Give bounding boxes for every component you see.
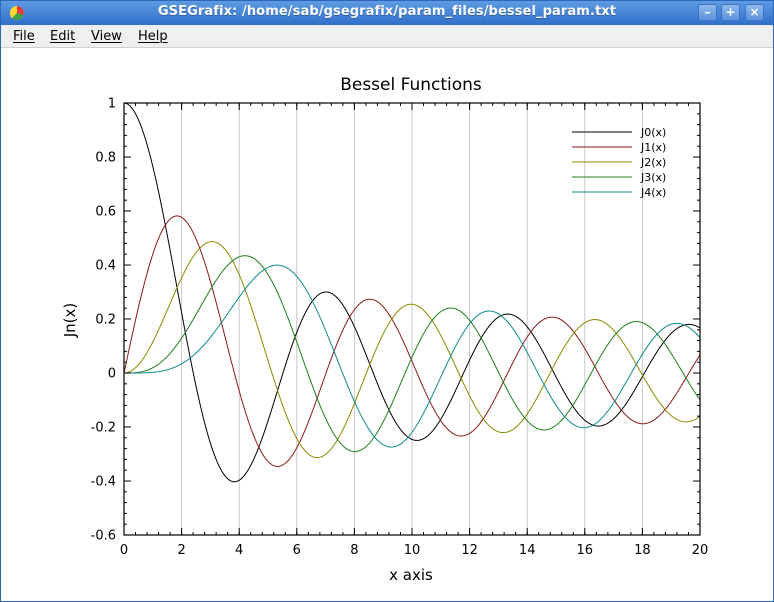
menu-view[interactable]: View — [91, 29, 122, 44]
series-lines — [123, 102, 701, 483]
close-button[interactable]: × — [745, 4, 764, 21]
chart-title: Bessel Functions — [340, 75, 482, 95]
window-title: GSEGrafix: /home/sab/gsegrafix/param_fil… — [157, 4, 617, 19]
x-tick-label: 8 — [350, 543, 358, 558]
legend-label-j4: J4(x) — [640, 186, 666, 199]
x-tick-label: 18 — [634, 543, 651, 558]
y-tick-label: 0.6 — [95, 205, 116, 220]
y-tick-label: 1 — [108, 97, 116, 112]
x-tick-label: 14 — [519, 543, 536, 558]
x-tick-label: 4 — [235, 543, 243, 558]
maximize-button[interactable]: + — [721, 4, 740, 21]
series-line-j2 — [123, 241, 701, 459]
x-tick-label: 6 — [293, 543, 301, 558]
series-line-j1 — [123, 215, 701, 467]
y-tick-label: -0.2 — [91, 421, 116, 436]
menu-edit[interactable]: Edit — [50, 29, 76, 44]
x-tick-label: 16 — [577, 543, 594, 558]
series-line-j0 — [123, 102, 701, 483]
x-tick-label: 12 — [461, 543, 478, 558]
title-bar[interactable]: GSEGrafix: /home/sab/gsegrafix/param_fil… — [1, 1, 773, 25]
series-line-j3 — [124, 255, 701, 453]
y-tick-label: 0.4 — [95, 259, 116, 274]
grid-lines — [181, 103, 643, 535]
minimize-button[interactable]: – — [698, 4, 717, 21]
y-tick-label: 0.2 — [95, 313, 116, 328]
y-tick-label: 0.8 — [95, 151, 116, 166]
menu-file[interactable]: File — [13, 29, 35, 44]
bessel-chart: Bessel Functions x axis Jn(x) 0 2 4 6 8 10 12 1… — [61, 75, 709, 584]
series-line-j4 — [124, 264, 701, 448]
legend: J0(x) J1(x) J2(x) J3(x) J4(x) — [572, 126, 666, 199]
menu-help[interactable]: Help — [138, 29, 168, 44]
app-logo-icon — [9, 5, 24, 20]
legend-label-j2: J2(x) — [640, 156, 666, 169]
y-tick-label: 0 — [108, 367, 116, 382]
x-tick-label: 2 — [177, 543, 185, 558]
legend-label-j3: J3(x) — [640, 171, 666, 184]
x-axis-label: x axis — [389, 566, 433, 584]
x-tick-label: 20 — [692, 543, 709, 558]
legend-label-j0: J0(x) — [640, 126, 666, 139]
x-tick-label: 10 — [404, 543, 421, 558]
y-axis-label: Jn(x) — [61, 303, 79, 339]
axis-ticks: 0 2 4 6 8 10 12 14 16 18 20 1 0.8 0.6 0.4 0.2 0 -0.2 -0.4 -… — [91, 97, 709, 559]
x-tick-label: 0 — [120, 543, 128, 558]
legend-label-j1: J1(x) — [640, 141, 666, 154]
y-tick-label: -0.6 — [91, 529, 116, 544]
menu-bar: File Edit View Help — [1, 25, 773, 48]
y-tick-label: -0.4 — [91, 475, 116, 490]
